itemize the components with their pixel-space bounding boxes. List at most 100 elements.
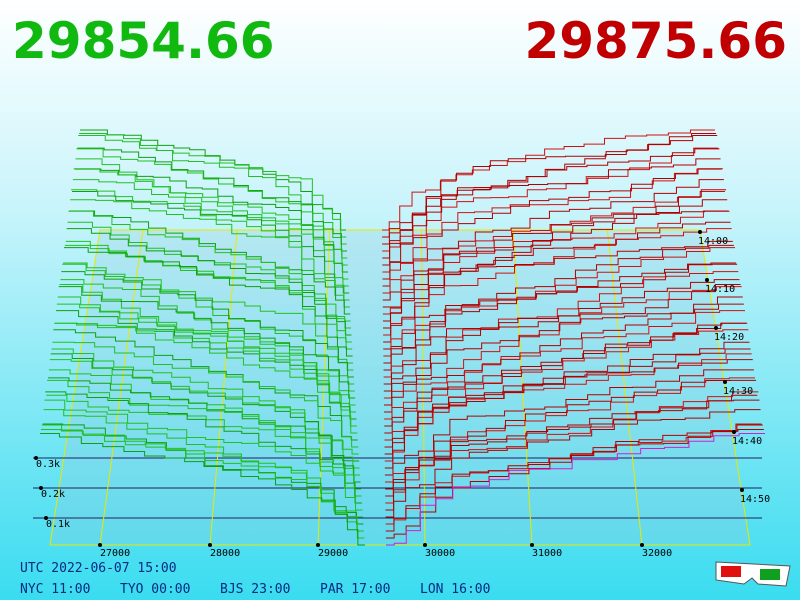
tick-dot — [698, 230, 702, 234]
bid-depth-line — [40, 428, 365, 539]
ask-depth-line — [382, 210, 730, 322]
ask-depth-line — [383, 244, 734, 350]
ask-depth-line — [384, 329, 749, 441]
price-tick-label: 28000 — [210, 548, 240, 559]
bid-depth-line — [56, 303, 357, 413]
time-tick-label: 14:10 — [705, 284, 735, 295]
ask-depth-line — [382, 168, 723, 280]
ask-depth-line — [383, 228, 732, 336]
bid-depth-line — [49, 359, 360, 469]
tick-dot — [39, 486, 43, 490]
bid-depth-line — [52, 341, 359, 448]
ask-depth-line — [384, 341, 750, 448]
zone-time: LON 16:00 — [420, 582, 490, 597]
bid-depth-line — [42, 423, 364, 525]
ask-depth-line — [384, 322, 748, 434]
ask-depth-line — [384, 369, 754, 476]
time-tick-label: 14:40 — [732, 436, 762, 447]
bid-depth-line — [45, 391, 363, 504]
bid-depth-line — [69, 210, 351, 315]
bid-depth-line — [40, 432, 365, 546]
tick-dot — [723, 380, 727, 384]
bid-depth-line — [68, 210, 351, 322]
tick-dot — [316, 543, 320, 547]
bid-depth-line — [64, 244, 353, 350]
depth-tick-label: 0.1k — [46, 519, 70, 530]
bid-depth-line — [76, 148, 348, 259]
glasses-icon — [715, 561, 791, 587]
bid-depth-line — [41, 424, 364, 532]
ask-depth-line — [385, 423, 762, 525]
ask-depth-line — [382, 179, 724, 287]
price-tick-label: 27000 — [100, 548, 130, 559]
tick-dot — [208, 543, 212, 547]
tick-dot — [530, 543, 534, 547]
time-tick-label: 14:00 — [698, 236, 728, 247]
ask-depth-line — [382, 199, 728, 308]
bid-depth-line — [74, 168, 349, 273]
ask-depth-line — [383, 262, 737, 364]
zone-time: PAR 17:00 — [320, 582, 390, 597]
bid-depth-line — [77, 147, 348, 252]
tick-dot — [705, 278, 709, 282]
price-grid-line — [317, 229, 331, 546]
bid-depth-line — [50, 353, 360, 462]
ask-depth-line — [383, 296, 743, 406]
ask-depth-line — [385, 409, 761, 518]
bid-depth-line — [46, 394, 362, 497]
ask-depth-line — [385, 391, 759, 504]
tick-dot — [732, 430, 736, 434]
bid-depth-line — [72, 190, 350, 294]
ask-depth-line — [383, 284, 741, 392]
ask-depth-line — [382, 168, 722, 273]
ask-depth-line — [386, 432, 765, 546]
bid-depth-line — [66, 228, 352, 336]
ask-depth-line — [383, 221, 731, 329]
bid-depth-line — [78, 135, 347, 245]
bid-depth-line — [61, 271, 354, 378]
ask-depth-line — [382, 147, 719, 252]
zone-time: NYC 11:00 — [20, 582, 90, 597]
bid-depth-line — [79, 132, 347, 238]
ask-depth-line — [384, 359, 753, 469]
depth-tick-label: 0.2k — [41, 489, 65, 500]
bid-depth-line — [60, 279, 355, 385]
bid-depth-line — [54, 322, 358, 434]
bid-depth-line — [72, 179, 349, 287]
bid-depth-line — [47, 379, 362, 490]
bid-depth-line — [44, 399, 363, 511]
ask-depth-line — [382, 158, 721, 266]
bid-depth-line — [80, 129, 346, 231]
ask-depth-line — [382, 129, 715, 231]
ask-depth-line — [385, 379, 757, 490]
ask-depth-line — [383, 240, 733, 343]
bid-depth-line — [56, 310, 357, 420]
price-grid-line — [209, 229, 238, 546]
ask-depth-line — [382, 135, 718, 245]
ask-price: 29875.66 — [524, 12, 787, 70]
ask-depth-line — [383, 263, 738, 371]
ask-depth-line — [385, 399, 760, 511]
tick-dot — [423, 543, 427, 547]
bid-depth-line — [48, 377, 361, 483]
tick-dot — [640, 543, 644, 547]
ask-depth-line — [384, 303, 744, 413]
ask-depth-line — [383, 286, 742, 399]
zone-time: BJS 23:00 — [220, 582, 290, 597]
time-tick-label: 14:20 — [714, 332, 744, 343]
time-tick-label: 14:30 — [723, 386, 753, 397]
ask-depth-line — [382, 210, 729, 315]
depth-tick-label: 0.3k — [36, 459, 60, 470]
ask-depth-line — [382, 148, 720, 259]
ask-depth-line — [384, 310, 745, 420]
ask-depth-line — [385, 428, 764, 539]
tick-dot — [714, 326, 718, 330]
bid-depth-line — [67, 221, 352, 329]
ask-depth-line — [382, 190, 725, 294]
bid-depth-line — [64, 247, 353, 357]
tick-dot — [98, 543, 102, 547]
bid-depth-line — [55, 322, 357, 427]
price-tick-label: 30000 — [425, 548, 455, 559]
tick-dot — [740, 488, 744, 492]
